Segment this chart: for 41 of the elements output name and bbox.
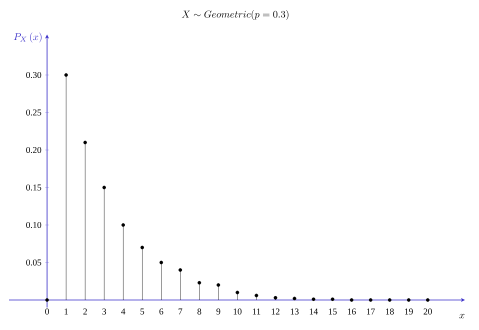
x-tick-label: 15	[328, 308, 337, 315]
point	[198, 280, 202, 285]
point	[178, 268, 182, 272]
y-axis-title: $P_X\,(x)$	[14, 32, 42, 42]
y-tick-label: 0.25	[26, 109, 42, 116]
x-tick-label: 9	[216, 308, 220, 315]
x-tick-label: 10	[234, 308, 242, 315]
y-tick-label: 0.20	[26, 146, 42, 154]
x-tick-label: 19	[405, 308, 413, 315]
x-tick-label: 6	[159, 308, 164, 315]
point	[140, 246, 144, 250]
point	[64, 73, 68, 77]
x-tick-label: 5	[140, 308, 144, 314]
x-tick-label: 11	[252, 308, 260, 314]
y-tick-label: 0.10	[26, 222, 42, 228]
x-tick-label: 16	[348, 308, 356, 315]
y-tick-label: 0.15	[26, 184, 42, 191]
x-tick-label: 1	[64, 308, 68, 314]
x-tick-label: 7	[178, 308, 182, 314]
x-tick-label: 2	[83, 308, 87, 314]
x-tick-label: 14	[310, 308, 318, 314]
y-tick-label: 0.05	[26, 259, 42, 266]
point	[83, 140, 87, 144]
x-tick-label: 12	[272, 308, 280, 314]
x-tick-label: 4	[121, 308, 126, 314]
point	[236, 290, 240, 294]
point	[121, 223, 125, 227]
point	[254, 294, 258, 298]
x-axis-title: $x$	[459, 314, 464, 318]
chart-title: $X \sim Geometric(p = 0.3)$	[182, 10, 288, 20]
x-tick-label: 3	[102, 308, 106, 315]
x-tick-label: 0	[45, 308, 49, 315]
x-tick-label: 20	[424, 308, 432, 315]
point	[159, 260, 164, 264]
point	[102, 186, 106, 190]
x-tick-label: 8	[197, 308, 202, 315]
x-tick-label: 13	[290, 308, 299, 315]
x-tick-label: 18	[386, 308, 394, 315]
y-tick-label: 0.30	[26, 72, 42, 78]
point	[216, 283, 220, 287]
x-tick-label: 17	[366, 308, 375, 314]
